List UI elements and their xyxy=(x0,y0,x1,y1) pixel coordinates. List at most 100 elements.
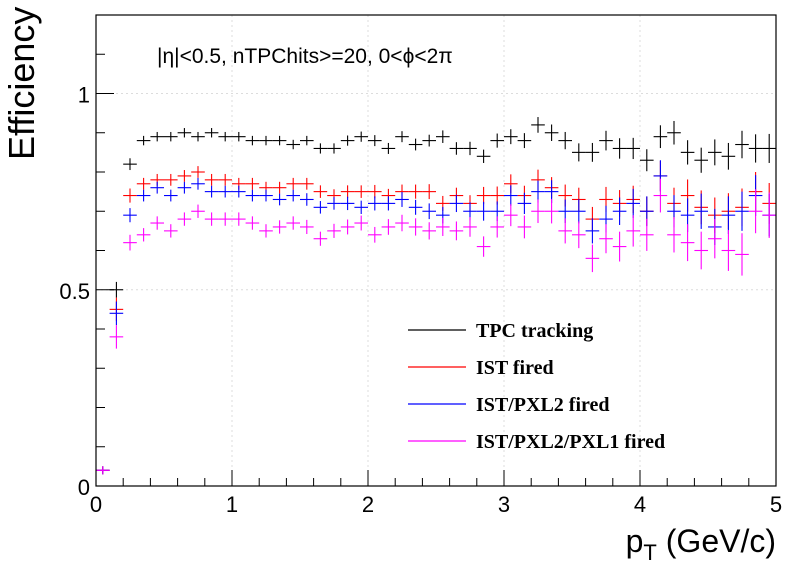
data-point xyxy=(368,196,382,211)
grid-lines xyxy=(96,15,776,486)
data-point xyxy=(96,466,110,475)
data-point xyxy=(422,134,436,147)
axis-ticks xyxy=(95,14,777,487)
data-point xyxy=(286,216,300,230)
x-axis-label: pT (GeV/c) xyxy=(626,523,776,565)
data-point xyxy=(327,143,341,154)
data-point xyxy=(164,131,178,142)
data-point xyxy=(490,133,504,148)
data-point xyxy=(558,131,572,150)
data-point xyxy=(272,181,287,194)
data-point xyxy=(463,141,477,156)
data-point xyxy=(313,231,328,246)
x-tick-label: 5 xyxy=(770,492,782,517)
data-point xyxy=(354,215,368,231)
data-point xyxy=(504,185,518,206)
data-point xyxy=(640,218,654,251)
data-point xyxy=(218,212,232,226)
data-point xyxy=(626,215,640,247)
data-point xyxy=(395,214,409,232)
data-point xyxy=(572,221,586,249)
data-point xyxy=(572,143,586,162)
data-point xyxy=(449,194,464,213)
data-point xyxy=(708,139,722,166)
series-0 xyxy=(96,117,776,475)
data-point xyxy=(517,192,532,214)
data-point xyxy=(422,222,436,240)
data-point xyxy=(708,219,722,259)
data-point xyxy=(313,201,328,214)
data-point xyxy=(245,216,260,230)
data-point xyxy=(313,185,328,198)
data-point xyxy=(395,192,409,207)
data-point xyxy=(408,184,423,199)
data-point xyxy=(667,217,681,253)
data-point xyxy=(123,158,137,171)
data-point xyxy=(408,199,423,215)
data-point xyxy=(395,131,409,143)
x-axis-label-unit: (GeV/c) xyxy=(666,523,776,559)
data-point xyxy=(354,131,368,142)
data-point xyxy=(721,142,736,170)
data-point xyxy=(653,178,668,213)
data-point xyxy=(572,199,586,224)
data-point xyxy=(463,217,477,237)
data-point xyxy=(381,219,396,235)
data-point xyxy=(109,301,124,326)
data-point xyxy=(599,130,613,151)
x-tick-label: 0 xyxy=(90,492,102,517)
x-axis-label-subscript: T xyxy=(643,540,656,565)
legend: TPC tracking IST fired IST/PXL2 fired IST/P… xyxy=(408,320,665,453)
data-point xyxy=(449,221,464,241)
data-point xyxy=(354,185,368,198)
legend-label: IST/PXL2/PXL1 fired xyxy=(476,431,665,453)
y-tick-label: 0 xyxy=(78,475,90,500)
data-point xyxy=(177,170,192,182)
legend-entry: TPC tracking xyxy=(408,320,593,342)
data-point xyxy=(354,200,368,214)
data-point xyxy=(272,135,287,146)
data-point xyxy=(286,139,300,150)
data-point xyxy=(204,173,219,186)
data-point xyxy=(735,130,749,159)
data-point xyxy=(558,218,572,244)
data-point xyxy=(259,189,273,202)
data-point xyxy=(422,203,436,220)
data-point xyxy=(245,177,260,190)
data-point xyxy=(517,133,532,149)
data-point xyxy=(136,228,151,242)
data-point xyxy=(191,131,205,142)
data-point xyxy=(232,131,246,142)
data-point xyxy=(653,125,668,149)
legend-entry: IST/PXL2 fired xyxy=(408,394,610,416)
data-point xyxy=(680,140,695,165)
data-point xyxy=(232,212,246,226)
data-point xyxy=(272,220,287,234)
legend-entry: IST/PXL2/PXL1 fired xyxy=(408,431,665,453)
y-tick-label: 1 xyxy=(78,83,90,108)
data-point xyxy=(504,204,518,227)
data-point xyxy=(612,138,627,159)
data-point xyxy=(150,181,164,194)
data-point xyxy=(476,186,491,205)
series-3 xyxy=(96,178,776,475)
data-point xyxy=(368,226,382,243)
y-tick-label: 0.5 xyxy=(59,279,90,304)
data-point xyxy=(490,216,504,238)
x-tick-label: 3 xyxy=(498,492,510,517)
data-point xyxy=(286,177,300,190)
data-point xyxy=(626,137,640,160)
y-axis-label: Efficiency xyxy=(1,7,42,160)
data-point xyxy=(232,185,246,198)
data-point xyxy=(123,188,137,203)
data-point xyxy=(123,208,137,223)
data-point xyxy=(408,138,423,151)
data-point xyxy=(191,166,205,178)
data-point xyxy=(204,185,219,198)
data-point xyxy=(177,181,192,194)
data-point xyxy=(204,128,219,138)
data-point xyxy=(612,231,627,262)
data-point xyxy=(544,124,559,141)
